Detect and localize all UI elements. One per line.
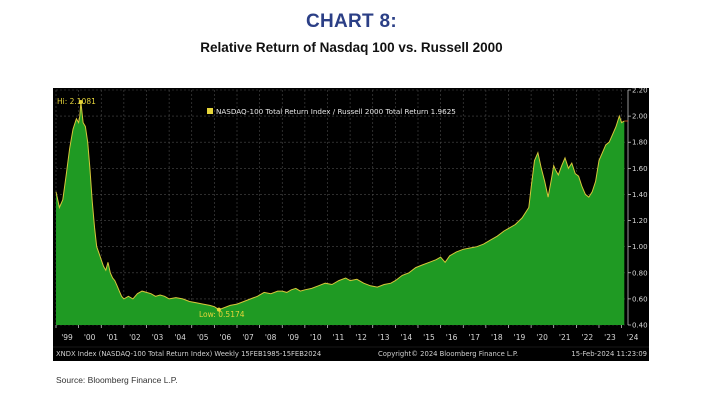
chart-svg: 2.20 2.00 1.80 1.60 1.40 1.20 1.00 0.80 0.60 0.40… — [53, 88, 649, 358]
x-tick-label: '02 — [129, 333, 141, 342]
x-tick-label: '21 — [559, 333, 571, 342]
x-tick-label: '23 — [604, 333, 616, 342]
series-line — [55, 101, 625, 311]
series-area — [56, 102, 625, 325]
x-tick-label: '12 — [355, 333, 367, 342]
x-tick-label: '13 — [378, 333, 390, 342]
x-tick-label: '15 — [423, 333, 435, 342]
x-tick-label: '06 — [220, 333, 232, 342]
x-tick-label: '99 — [61, 333, 73, 342]
x-tick-label: '17 — [468, 333, 480, 342]
info-bar-left: XNDX Index (NASDAQ-100 Total Return Inde… — [56, 350, 321, 358]
x-tick-label: '00 — [84, 333, 96, 342]
chart-subtitle: Relative Return of Nasdaq 100 vs. Russel… — [200, 40, 503, 55]
hi-annotation: Hi: 2.1081 — [57, 97, 96, 106]
legend-swatch — [207, 108, 213, 114]
x-tick-label: '14 — [401, 333, 413, 342]
x-tick-label: '04 — [174, 333, 186, 342]
x-tick-label: '16 — [446, 333, 458, 342]
x-tick-label: '11 — [333, 333, 345, 342]
x-tick-label: '07 — [242, 333, 254, 342]
y-tick-label: 2.20 — [632, 88, 648, 95]
info-bar-middle: Copyright© 2024 Bloomberg Finance L.P. — [378, 350, 518, 358]
y-tick-label: 2.00 — [632, 113, 648, 121]
y-tick-label: 0.40 — [632, 322, 648, 330]
x-tick-label: '19 — [514, 333, 526, 342]
y-tick-label: 0.80 — [632, 269, 648, 277]
x-tick-label: '08 — [265, 333, 277, 342]
chart-panel: 2.20 2.00 1.80 1.60 1.40 1.20 1.00 0.80 0.60 0.40… — [53, 88, 649, 361]
x-tick-label: '20 — [536, 333, 548, 342]
y-tick-label: 0.60 — [632, 295, 648, 303]
low-marker-dot — [216, 307, 221, 312]
x-tick-label: '18 — [491, 333, 503, 342]
hi-marker-dot — [78, 99, 83, 104]
chart-title: CHART 8: — [305, 11, 398, 32]
x-tick-label: '22 — [582, 333, 594, 342]
legend-label: NASDAQ-100 Total Return Index / Russell … — [216, 107, 456, 116]
y-tick-label: 1.00 — [632, 243, 648, 251]
x-tick-label: '24 — [627, 333, 639, 342]
y-tick-label: 1.40 — [632, 191, 648, 199]
x-tick-label: '09 — [287, 333, 299, 342]
y-tick-label: 1.60 — [632, 165, 648, 173]
info-bar-right: 15-Feb-2024 11:23:09 — [571, 350, 647, 358]
x-tick-label: '03 — [152, 333, 164, 342]
x-tick-label: '01 — [106, 333, 118, 342]
x-tick-label: '10 — [310, 333, 322, 342]
low-annotation: Low: 0.5174 — [199, 310, 245, 319]
x-tick-label: '05 — [197, 333, 209, 342]
y-tick-label: 1.80 — [632, 139, 648, 147]
y-tick-label: 1.20 — [632, 217, 648, 225]
source-note: Source: Bloomberg Finance L.P. — [56, 375, 178, 385]
